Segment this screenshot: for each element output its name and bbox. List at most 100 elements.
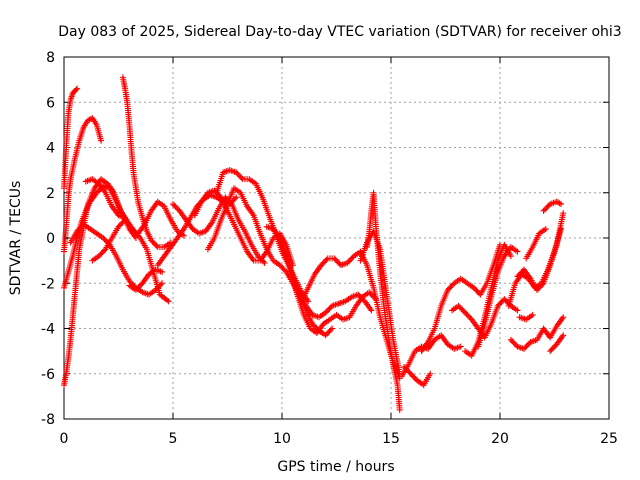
data-point-marker [99, 249, 106, 256]
series-arc-24 [449, 296, 521, 341]
data-point-marker [406, 369, 413, 376]
data-point-marker [344, 259, 351, 266]
data-point-marker [447, 284, 454, 291]
data-point-marker [497, 300, 504, 307]
data-point-marker [460, 308, 467, 315]
data-point-marker [473, 287, 480, 294]
y-tick-labels: -8 -6 -4 -2 0 2 4 6 8 [41, 50, 55, 428]
data-point-marker [368, 292, 375, 299]
data-point-marker [132, 229, 139, 236]
y-tick-label: 0 [46, 231, 55, 247]
data-point-marker [331, 255, 338, 262]
data-point-marker [368, 307, 375, 314]
data-point-marker [335, 259, 342, 266]
data-point-marker [514, 248, 521, 255]
data-point-marker [310, 322, 317, 329]
data-point-marker [132, 287, 139, 294]
data-point-marker [539, 281, 546, 288]
data-point-marker [216, 192, 223, 199]
data-point-marker [74, 85, 81, 92]
data-point-marker [536, 284, 543, 291]
x-tick-label: 25 [600, 431, 618, 447]
data-point-marker [448, 282, 455, 289]
y-tick-label: -4 [41, 322, 55, 338]
data-point-marker [366, 289, 373, 296]
data-point-marker [464, 312, 471, 319]
data-point-marker [496, 301, 503, 308]
data-point-marker [159, 280, 166, 287]
data-point-marker [560, 332, 567, 339]
data-point-marker [444, 287, 451, 294]
data-point-marker [102, 237, 109, 244]
data-point-marker [323, 256, 330, 263]
series-arc-7 [82, 176, 129, 221]
data-point-marker [101, 247, 108, 254]
data-point-marker [348, 255, 355, 262]
data-point-marker [329, 325, 336, 332]
data-point-marker [470, 284, 477, 291]
data-point-marker [233, 169, 240, 176]
data-point-marker [327, 326, 334, 333]
series-arc-31 [540, 198, 565, 214]
data-point-marker [333, 258, 340, 265]
data-point-marker [325, 306, 332, 313]
data-point-marker [445, 285, 452, 292]
series-arc-17 [287, 268, 379, 337]
data-point-marker [233, 194, 240, 201]
data-point-marker [173, 205, 180, 212]
data-point-marker [458, 305, 465, 312]
data-point-marker [455, 302, 462, 309]
data-point-marker [551, 344, 558, 351]
data-point-marker [319, 260, 326, 267]
data-point-marker [323, 308, 330, 315]
data-point-marker [462, 309, 469, 316]
data-point-marker [318, 262, 325, 269]
data-point-marker [95, 188, 102, 195]
data-point-marker [122, 214, 129, 221]
data-point-marker [134, 285, 141, 292]
data-point-marker [507, 253, 514, 260]
data-point-marker [326, 328, 333, 335]
data-point-marker [115, 223, 122, 230]
data-point-marker [474, 288, 481, 295]
data-point-marker [171, 202, 178, 209]
data-point-marker [238, 174, 245, 181]
y-axis-label: SDTVAR / TECUs [8, 181, 24, 296]
data-point-marker [332, 256, 339, 263]
data-point-marker [136, 282, 143, 289]
data-point-marker [101, 236, 108, 243]
data-point-marker [549, 345, 556, 352]
data-point-marker [345, 258, 352, 265]
data-point-marker [279, 264, 286, 271]
data-point-marker [347, 257, 354, 264]
data-point-marker [74, 228, 81, 235]
data-point-marker [402, 365, 409, 372]
data-point-marker [165, 298, 172, 305]
data-points [61, 74, 567, 413]
data-point-marker [544, 203, 551, 210]
series-arc-8 [119, 74, 174, 251]
data-point-marker [502, 297, 509, 304]
x-tick-label: 5 [169, 431, 178, 447]
data-point-marker [235, 172, 242, 179]
data-point-marker [410, 373, 417, 380]
x-tick-label: 0 [60, 431, 69, 447]
data-point-marker [152, 241, 159, 248]
data-point-marker [405, 368, 412, 375]
data-point-marker [119, 219, 126, 226]
data-point-marker [457, 343, 464, 350]
data-point-marker [541, 206, 548, 213]
data-point-marker [153, 242, 160, 249]
data-point-marker [172, 203, 179, 210]
data-point-marker [524, 341, 531, 348]
data-point-marker [148, 237, 155, 244]
y-tick-label: 4 [46, 141, 55, 157]
y-tick-label: 6 [46, 95, 55, 111]
data-point-marker [95, 253, 102, 260]
data-point-marker [560, 210, 567, 217]
data-point-marker [408, 372, 415, 379]
data-point-marker [456, 304, 463, 311]
data-point-marker [323, 330, 330, 337]
data-point-marker [309, 320, 316, 327]
